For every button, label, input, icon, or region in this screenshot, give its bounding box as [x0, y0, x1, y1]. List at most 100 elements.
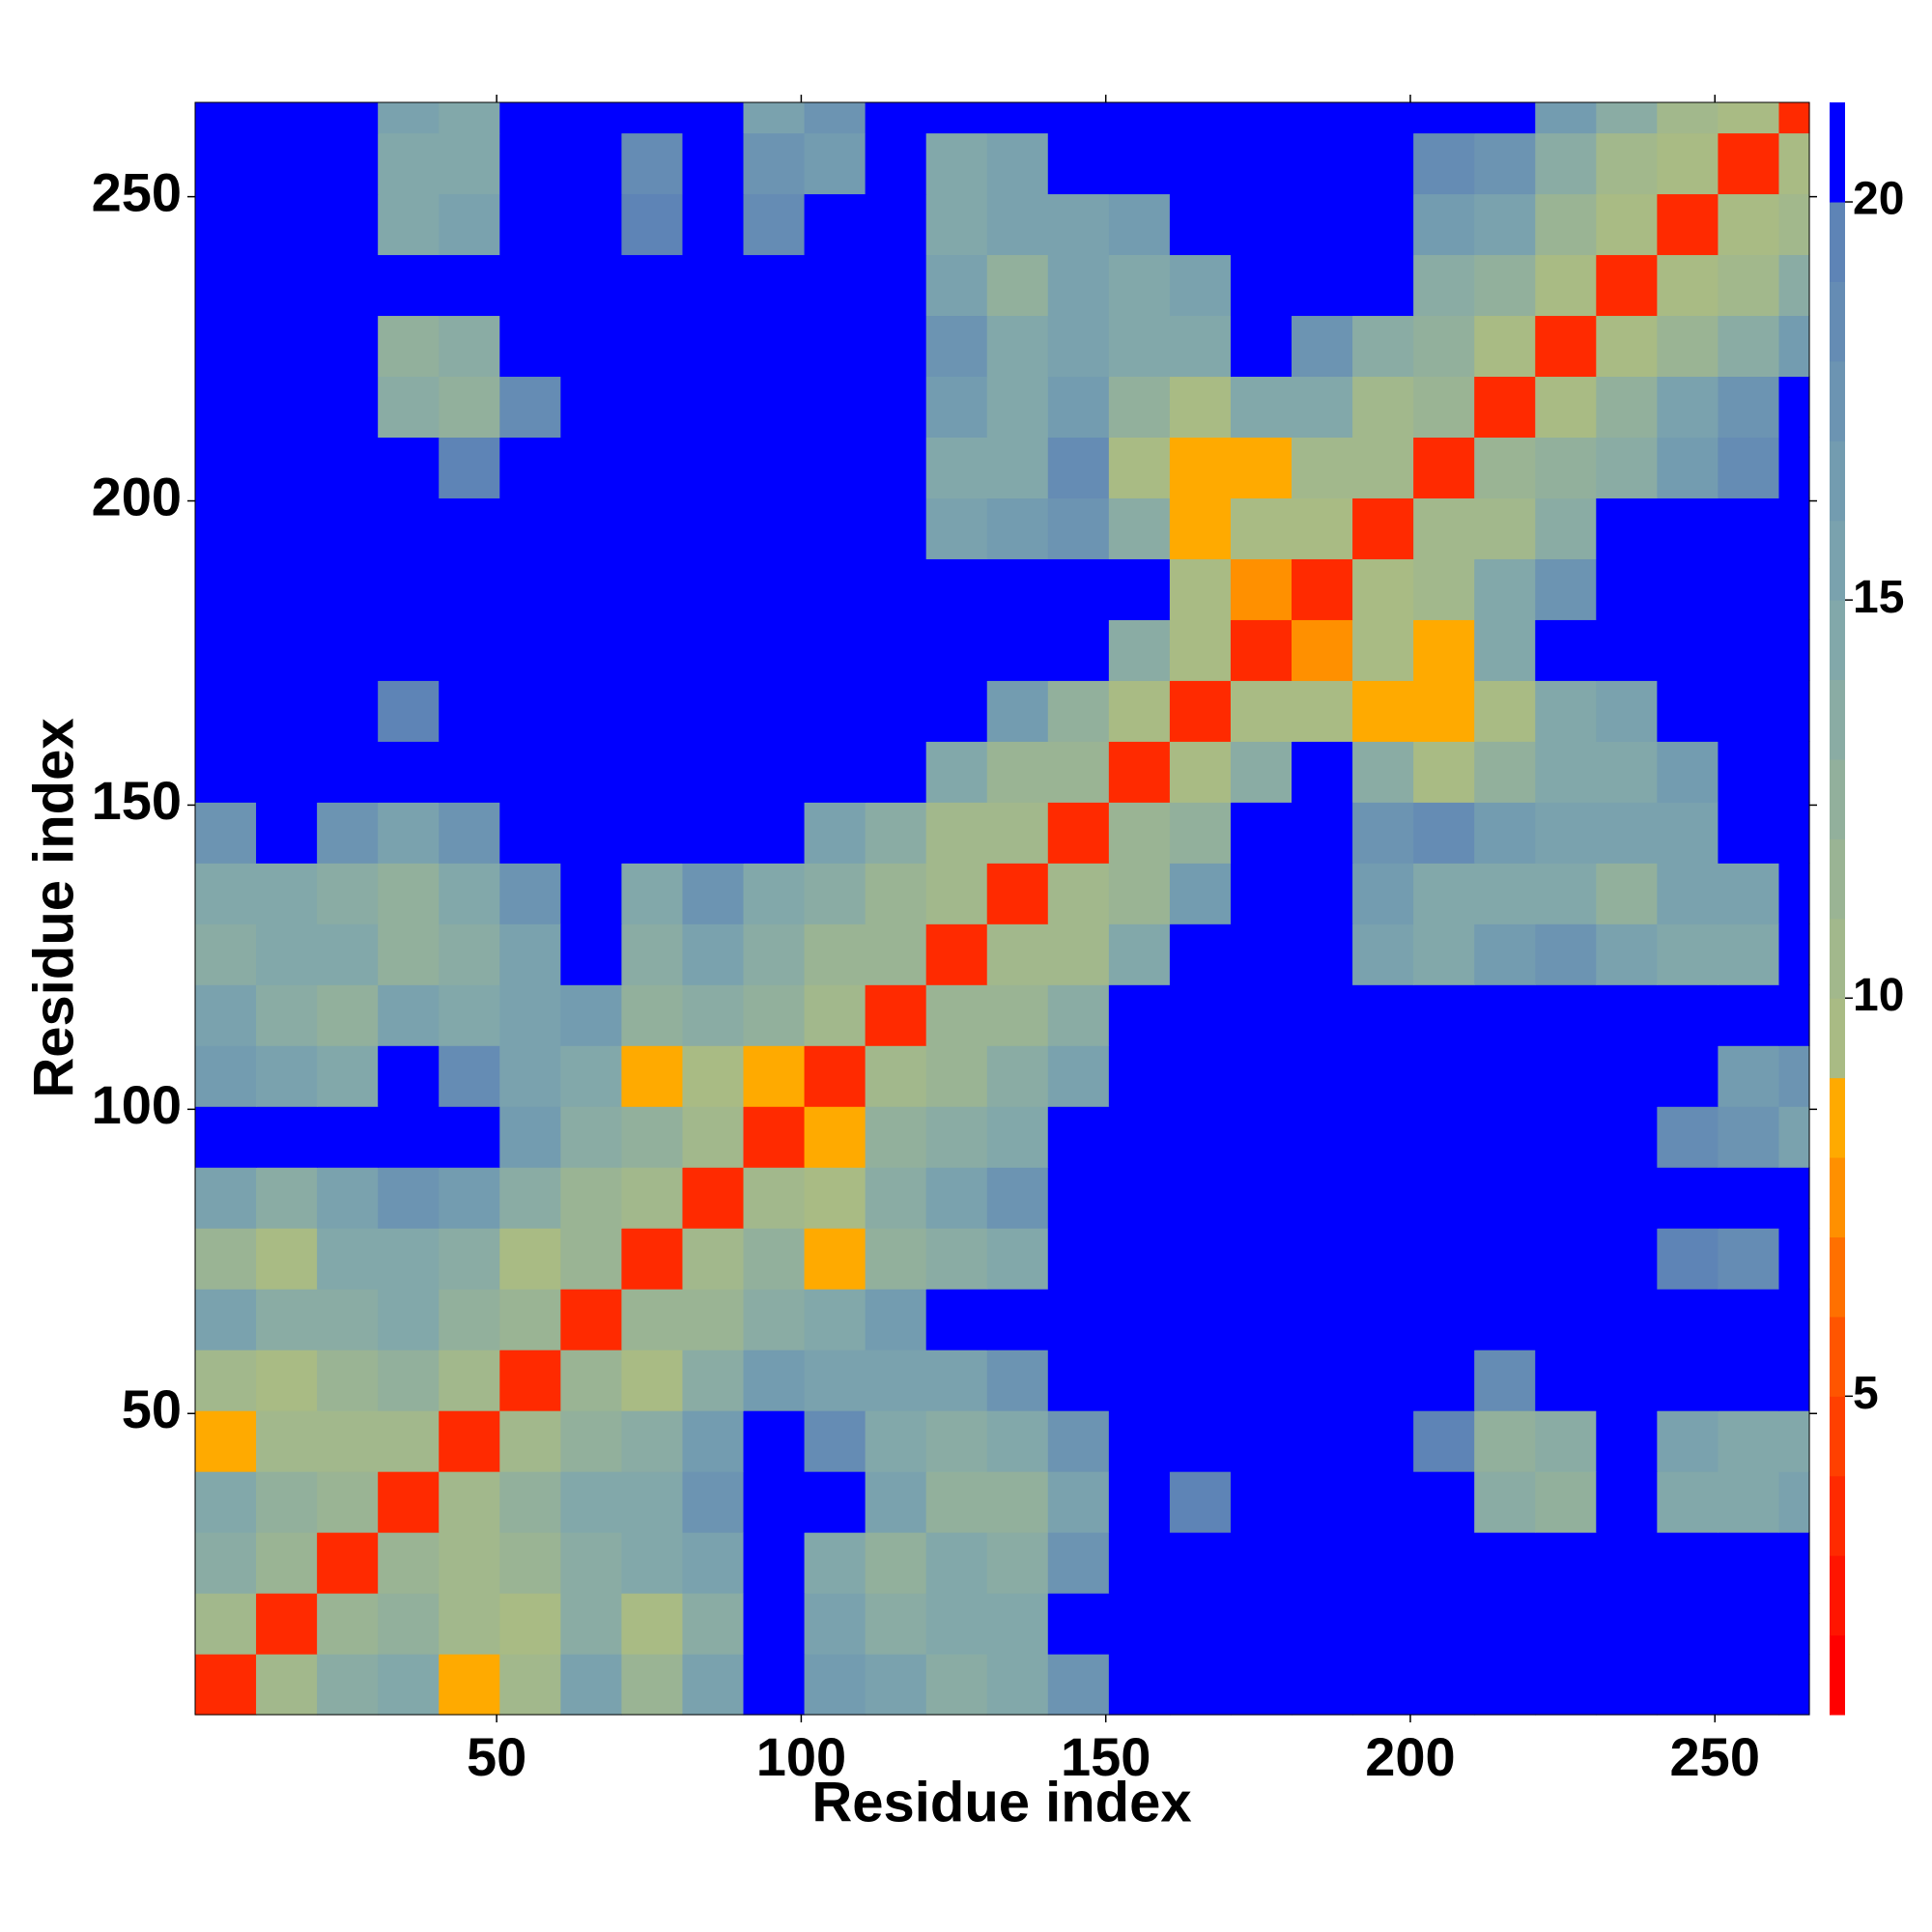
- heatmap-cell: [621, 132, 684, 195]
- heatmap-cell: [1778, 802, 1810, 864]
- heatmap-cell: [378, 1045, 440, 1107]
- y-axis-label: Residue index: [22, 718, 85, 1097]
- heatmap-cell: [1596, 376, 1658, 438]
- heatmap-cell: [1108, 1593, 1171, 1655]
- heatmap-cell: [1352, 1471, 1414, 1533]
- heatmap-cell: [1413, 619, 1475, 681]
- heatmap-cell: [256, 1410, 318, 1472]
- heatmap-cell: [682, 315, 745, 378]
- heatmap-cell: [1047, 923, 1110, 985]
- heatmap-cell: [1778, 102, 1810, 134]
- heatmap-cell: [1413, 1654, 1475, 1716]
- heatmap-cell: [1535, 863, 1597, 924]
- heatmap-cell: [1047, 741, 1110, 803]
- heatmap-cell: [317, 1410, 379, 1472]
- heatmap-cell: [925, 102, 988, 134]
- heatmap-cell: [439, 497, 500, 559]
- heatmap-cell: [1778, 741, 1810, 803]
- heatmap-cell: [256, 680, 318, 742]
- heatmap-cell: [682, 1350, 745, 1411]
- heatmap-cell: [1108, 619, 1171, 681]
- heatmap-cell: [195, 1289, 257, 1350]
- heatmap-cell: [1292, 1228, 1353, 1290]
- heatmap-cell: [1718, 1532, 1780, 1594]
- heatmap-cell: [195, 376, 257, 438]
- heatmap-cell: [1169, 619, 1232, 681]
- heatmap-cell: [499, 558, 561, 620]
- heatmap-cell: [1718, 1350, 1780, 1411]
- heatmap-cell: [1047, 802, 1110, 864]
- heatmap-cell: [499, 497, 561, 559]
- heatmap-cell: [1596, 132, 1658, 195]
- heatmap-cell: [743, 1532, 806, 1594]
- heatmap-cell: [1657, 619, 1719, 681]
- heatmap-cell: [256, 254, 318, 317]
- heatmap-cell: [1474, 315, 1536, 378]
- heatmap-cell: [1657, 1593, 1719, 1655]
- heatmap-cell: [1169, 1106, 1232, 1168]
- heatmap-cell: [1230, 558, 1293, 620]
- heatmap-cell: [256, 132, 318, 195]
- heatmap-cell: [1718, 1167, 1780, 1229]
- heatmap-cell: [1230, 193, 1293, 256]
- heatmap-cell: [682, 923, 745, 985]
- heatmap-cell: [1657, 984, 1719, 1046]
- heatmap-cell: [439, 680, 500, 742]
- heatmap-cell: [1413, 1593, 1475, 1655]
- heatmap-cell: [1292, 741, 1353, 803]
- heatmap-cell: [1474, 1350, 1536, 1411]
- heatmap-cell: [439, 193, 500, 256]
- heatmap-cell: [621, 558, 684, 620]
- heatmap-cell: [986, 680, 1049, 742]
- heatmap-cell: [925, 1410, 988, 1472]
- heatmap-cell: [560, 1410, 622, 1472]
- heatmap-cell: [743, 1410, 806, 1472]
- heatmap-cell: [195, 1471, 257, 1533]
- heatmap-cell: [1352, 1106, 1414, 1168]
- heatmap-cell: [317, 1106, 379, 1168]
- heatmap-cell: [1535, 254, 1597, 317]
- colorbar-segment: [1830, 1316, 1845, 1397]
- heatmap-cell: [1108, 437, 1171, 498]
- heatmap-cell: [1413, 863, 1475, 924]
- heatmap-cell: [195, 1593, 257, 1655]
- heatmap-cell: [1657, 376, 1719, 438]
- heatmap-cell: [1169, 741, 1232, 803]
- y-tick-label: 250: [92, 161, 182, 222]
- heatmap-cell: [1292, 437, 1353, 498]
- heatmap-cell: [1413, 1045, 1475, 1107]
- heatmap-cell: [1718, 1410, 1780, 1472]
- heatmap-cell: [986, 1654, 1049, 1716]
- heatmap-cell: [378, 619, 440, 681]
- heatmap-cell: [256, 984, 318, 1046]
- heatmap-cell: [195, 680, 257, 742]
- heatmap-cell: [1657, 132, 1719, 195]
- heatmap-cell: [986, 619, 1049, 681]
- heatmap-cell: [1657, 193, 1719, 256]
- heatmap-cell: [1718, 1289, 1780, 1350]
- heatmap-cell: [378, 863, 440, 924]
- heatmap-cell: [1778, 193, 1810, 256]
- heatmap-cell: [1108, 102, 1171, 134]
- heatmap-cell: [743, 315, 806, 378]
- heatmap-cell: [925, 1532, 988, 1594]
- heatmap-cell: [1047, 1593, 1110, 1655]
- heatmap-cell: [195, 863, 257, 924]
- heatmap-cell: [865, 1045, 927, 1107]
- heatmap-cell: [682, 984, 745, 1046]
- heatmap-cell: [1108, 1471, 1171, 1533]
- colorbar-segment: [1830, 918, 1845, 999]
- heatmap-cell: [195, 1410, 257, 1472]
- heatmap-cell: [1352, 863, 1414, 924]
- heatmap-cell: [804, 497, 867, 559]
- heatmap-cell: [1413, 254, 1475, 317]
- heatmap-cell: [439, 1045, 500, 1107]
- heatmap-cell: [986, 863, 1049, 924]
- heatmap-cell: [1657, 1167, 1719, 1229]
- heatmap-cell: [1657, 254, 1719, 317]
- colorbar-segment: [1830, 758, 1845, 839]
- heatmap-cell: [1230, 1167, 1293, 1229]
- heatmap-cell: [1230, 741, 1293, 803]
- heatmap-cell: [1535, 315, 1597, 378]
- colorbar-segment: [1830, 1475, 1845, 1556]
